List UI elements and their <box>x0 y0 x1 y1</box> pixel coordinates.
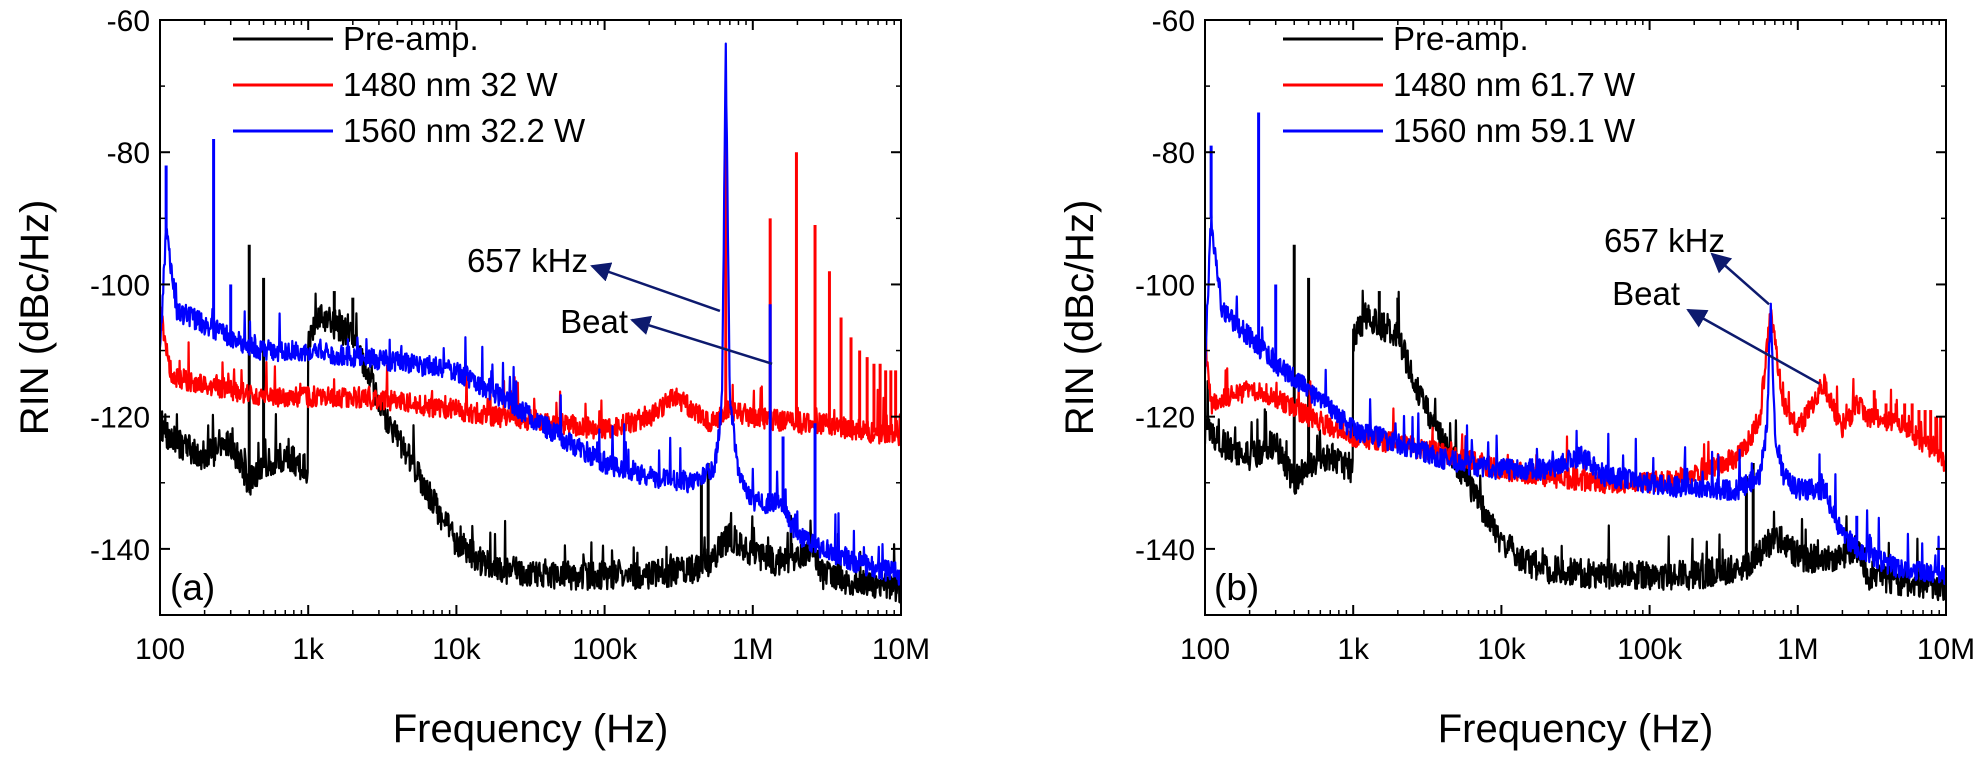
x-tick-label: 100 <box>135 633 185 666</box>
y-tick-label: -100 <box>90 269 150 302</box>
x-tick-label: 10k <box>1477 633 1526 666</box>
x-tick-label: 10M <box>872 633 930 666</box>
axes-frame <box>159 19 902 616</box>
x-tick-label: 100k <box>1617 633 1683 666</box>
x-tick-label: 1k <box>1337 633 1370 666</box>
legend-entry: Pre-amp. <box>1393 20 1529 57</box>
legend: Pre-amp. 1480 nm 61.7 W 1560 nm 59.1 W <box>1283 20 1636 149</box>
panel-b: 100 1k 10k 100k 1M 10M -140 -120 -100 -80 -60 Frequ… <box>1058 5 1975 751</box>
annotation-arrow <box>590 262 721 313</box>
x-tick-label: 1M <box>732 633 774 666</box>
annotation-label: Beat <box>1612 275 1680 312</box>
x-tick-label: 100 <box>1180 633 1230 666</box>
axes-frame <box>1204 19 1947 616</box>
y-tick-label: -80 <box>1152 137 1195 170</box>
panel-label: (b) <box>1214 567 1259 608</box>
annotation-arrow <box>630 315 773 365</box>
series-line-3 <box>160 42 901 586</box>
legend-entry: 1480 nm 32 W <box>343 66 558 103</box>
y-tick-label: -100 <box>1135 269 1195 302</box>
y-tick-label: -140 <box>90 534 150 567</box>
legend-entry: Pre-amp. <box>343 20 479 57</box>
annotation-arrow <box>1686 308 1821 385</box>
y-tick-label: -60 <box>1152 5 1195 38</box>
y-tick-label: -120 <box>1135 402 1195 435</box>
legend: Pre-amp. 1480 nm 32 W 1560 nm 32.2 W <box>233 20 586 149</box>
x-axis-title: Frequency (Hz) <box>393 707 669 751</box>
x-tick-label: 100k <box>572 633 638 666</box>
series-line-3 <box>1205 212 1946 585</box>
x-tick-label: 1k <box>292 633 325 666</box>
y-axis-title: RIN (dBc/Hz) <box>1058 200 1102 436</box>
y-tick-label: -140 <box>1135 534 1195 567</box>
annotation-arrow <box>1710 252 1770 306</box>
annotation-label: Beat <box>560 303 628 340</box>
panel-label: (a) <box>170 567 215 608</box>
y-tick-label: -60 <box>107 5 150 38</box>
y-tick-label: -120 <box>90 402 150 435</box>
panel-a: 100 1k 10k 100k 1M 10M -140 -120 -100 -80 -60 Frequ… <box>13 5 930 751</box>
y-tick-label: -80 <box>107 137 150 170</box>
plot-area <box>1205 112 1946 602</box>
legend-entry: 1480 nm 61.7 W <box>1393 66 1636 103</box>
series-line-2 <box>1205 308 1946 495</box>
y-axis-title: RIN (dBc/Hz) <box>13 200 57 436</box>
series-line-1 <box>160 292 901 604</box>
x-tick-label: 1M <box>1777 633 1819 666</box>
annotation-label: 657 kHz <box>467 242 588 279</box>
legend-entry: 1560 nm 59.1 W <box>1393 112 1636 149</box>
x-axis-title: Frequency (Hz) <box>1438 707 1714 751</box>
x-tick-label: 10k <box>432 633 481 666</box>
series-line-1 <box>1205 289 1946 602</box>
legend-entry: 1560 nm 32.2 W <box>343 112 586 149</box>
x-tick-label: 10M <box>1917 633 1975 666</box>
annotation-label: 657 kHz <box>1604 222 1725 259</box>
plot-area <box>160 42 901 604</box>
